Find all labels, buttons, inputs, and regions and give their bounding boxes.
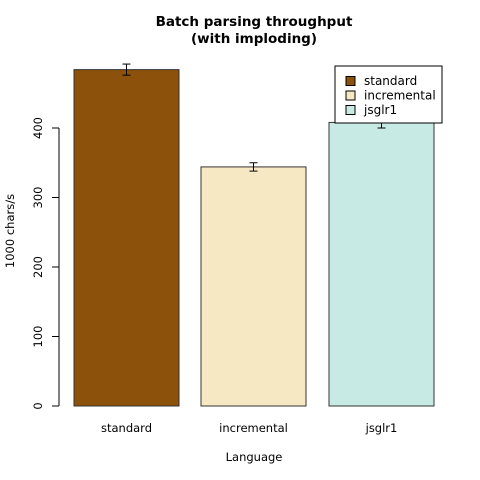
x-axis-label: Language — [226, 450, 283, 464]
y-axis-label: 1000 chars/s — [3, 194, 17, 268]
x-tick-label-jsglr1: jsglr1 — [365, 421, 398, 435]
legend-swatch-jsglr1 — [345, 105, 356, 115]
y-axis: 0 100 200 300 400 — [31, 117, 60, 410]
x-tick-label-standard: standard — [101, 421, 152, 435]
legend-label-standard: standard — [364, 74, 417, 88]
y-tick-label-400: 400 — [31, 117, 45, 139]
legend-swatch-incremental — [345, 90, 356, 101]
chart-title-line-2: (with imploding) — [191, 31, 317, 47]
y-tick-label-0: 0 — [31, 402, 45, 409]
legend-label-jsglr1: jsglr1 — [363, 103, 397, 117]
chart-title-line-1: Batch parsing throughput — [156, 14, 353, 30]
bar-jsglr1 — [328, 121, 435, 407]
y-tick-label-100: 100 — [31, 326, 45, 348]
y-tick-label-300: 300 — [31, 187, 45, 209]
error-bar-incremental — [249, 162, 258, 172]
x-tick-label-incremental: incremental — [219, 421, 288, 435]
legend-swatch-standard — [345, 76, 356, 86]
legend-label-incremental: incremental — [364, 89, 436, 103]
y-tick-label-200: 200 — [31, 256, 45, 278]
bar-incremental — [200, 166, 307, 407]
error-bar-standard — [122, 63, 131, 76]
x-tick-labels: standard incremental jsglr1 — [101, 421, 397, 435]
bar-standard — [73, 69, 180, 407]
